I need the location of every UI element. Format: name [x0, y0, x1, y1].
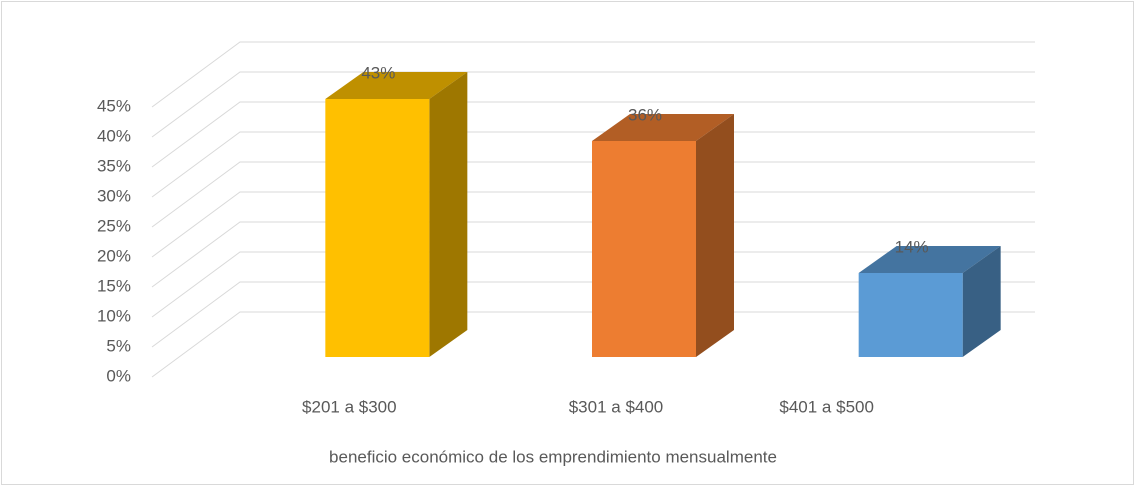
y-tick-label: 30% — [97, 186, 131, 205]
bar — [858, 273, 963, 357]
bar — [592, 141, 696, 357]
y-tick-label: 40% — [97, 126, 131, 145]
bar-top — [592, 114, 734, 141]
x-tick-label: $201 a $300 — [302, 397, 397, 416]
x-axis-title: beneficio económico de los emprendimient… — [329, 447, 777, 466]
bar-side — [962, 246, 1001, 357]
grid-line — [151, 71, 1035, 138]
y-tick-label: 0% — [106, 366, 131, 385]
data-label: 14% — [895, 237, 929, 256]
y-tick-label: 20% — [97, 246, 131, 265]
grid-line — [151, 281, 1035, 348]
y-tick-label: 5% — [106, 336, 131, 355]
grid-line — [151, 41, 1035, 108]
bar-top — [858, 246, 1001, 273]
x-tick-label: $301 a $400 — [569, 397, 664, 416]
bar-top — [325, 72, 468, 99]
bar — [325, 99, 430, 357]
y-tick-label: 35% — [97, 156, 131, 175]
y-tick-label: 45% — [97, 96, 131, 115]
grid-line — [151, 131, 1035, 198]
y-tick-label: 25% — [97, 216, 131, 235]
bar-side — [429, 72, 468, 357]
grid-line — [151, 191, 1035, 258]
y-tick-label: 10% — [97, 306, 131, 325]
grid-line — [151, 221, 1035, 288]
y-tick-label: 15% — [97, 276, 131, 295]
bar-side — [696, 114, 734, 357]
data-label: 36% — [628, 105, 662, 124]
grid-line — [151, 101, 1035, 168]
grid-line — [151, 161, 1035, 228]
grid-line — [151, 311, 1035, 378]
x-tick-label: $401 a $500 — [779, 397, 874, 416]
grid-line — [151, 251, 1035, 318]
data-label: 43% — [361, 63, 395, 82]
